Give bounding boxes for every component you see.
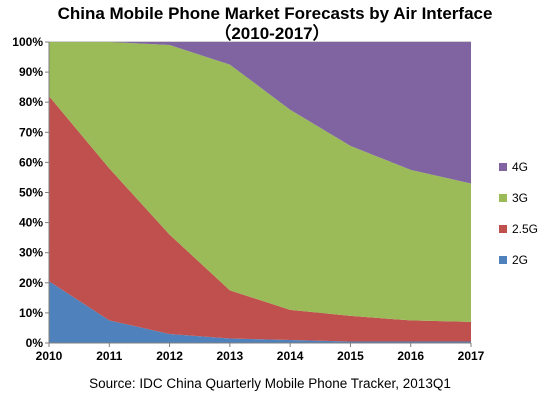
legend: 4G 3G 2.5G 2G (499, 160, 538, 267)
legend-swatch-4g (499, 163, 507, 171)
legend-swatch-2g (499, 256, 507, 264)
legend-label-3g: 3G (512, 191, 528, 205)
y-tick-label: 60% (19, 155, 43, 169)
legend-label-4g: 4G (512, 160, 528, 174)
x-tick-label: 2010 (36, 349, 63, 363)
x-tick-label: 2017 (458, 349, 485, 363)
x-tick-label: 2014 (277, 349, 304, 363)
axes (45, 41, 472, 347)
y-tick-label: 30% (19, 246, 43, 260)
y-tick-label: 40% (19, 216, 43, 230)
area-series-2g (49, 281, 471, 343)
y-tick-label: 90% (19, 65, 43, 79)
area-series-2-5g (49, 96, 471, 342)
x-axis-ticks: 2010 2011 2012 2013 2014 2015 2016 2017 (36, 349, 485, 363)
y-tick-label: 10% (19, 306, 43, 320)
chart-title: China Mobile Phone Market Forecasts by A… (58, 4, 493, 23)
area-series-4g (49, 42, 471, 184)
source-note: Source: IDC China Quarterly Mobile Phone… (89, 376, 451, 391)
legend-swatch-2-5g (499, 225, 507, 233)
y-tick-label: 70% (19, 125, 43, 139)
y-axis-ticks: 0% 10% 20% 30% 40% 50% 60% 70% 80% 90% 100% (12, 35, 43, 350)
plot-area (49, 42, 471, 343)
legend-label-2g: 2G (512, 253, 528, 267)
x-tick-label: 2011 (96, 349, 122, 363)
y-tick-label: 0% (26, 336, 44, 350)
y-tick-label: 20% (19, 276, 43, 290)
chart-subtitle: （2010-2017） (214, 23, 329, 43)
y-tick-label: 80% (19, 95, 43, 109)
x-tick-label: 2015 (337, 349, 364, 363)
y-tick-label: 100% (12, 35, 43, 49)
y-tick-label: 50% (19, 186, 43, 200)
legend-label-2-5g: 2.5G (512, 222, 538, 236)
legend-swatch-3g (499, 194, 507, 202)
area-series-3g (49, 42, 471, 322)
x-tick-label: 2013 (217, 349, 244, 363)
x-tick-label: 2012 (156, 349, 183, 363)
x-tick-label: 2016 (397, 349, 424, 363)
